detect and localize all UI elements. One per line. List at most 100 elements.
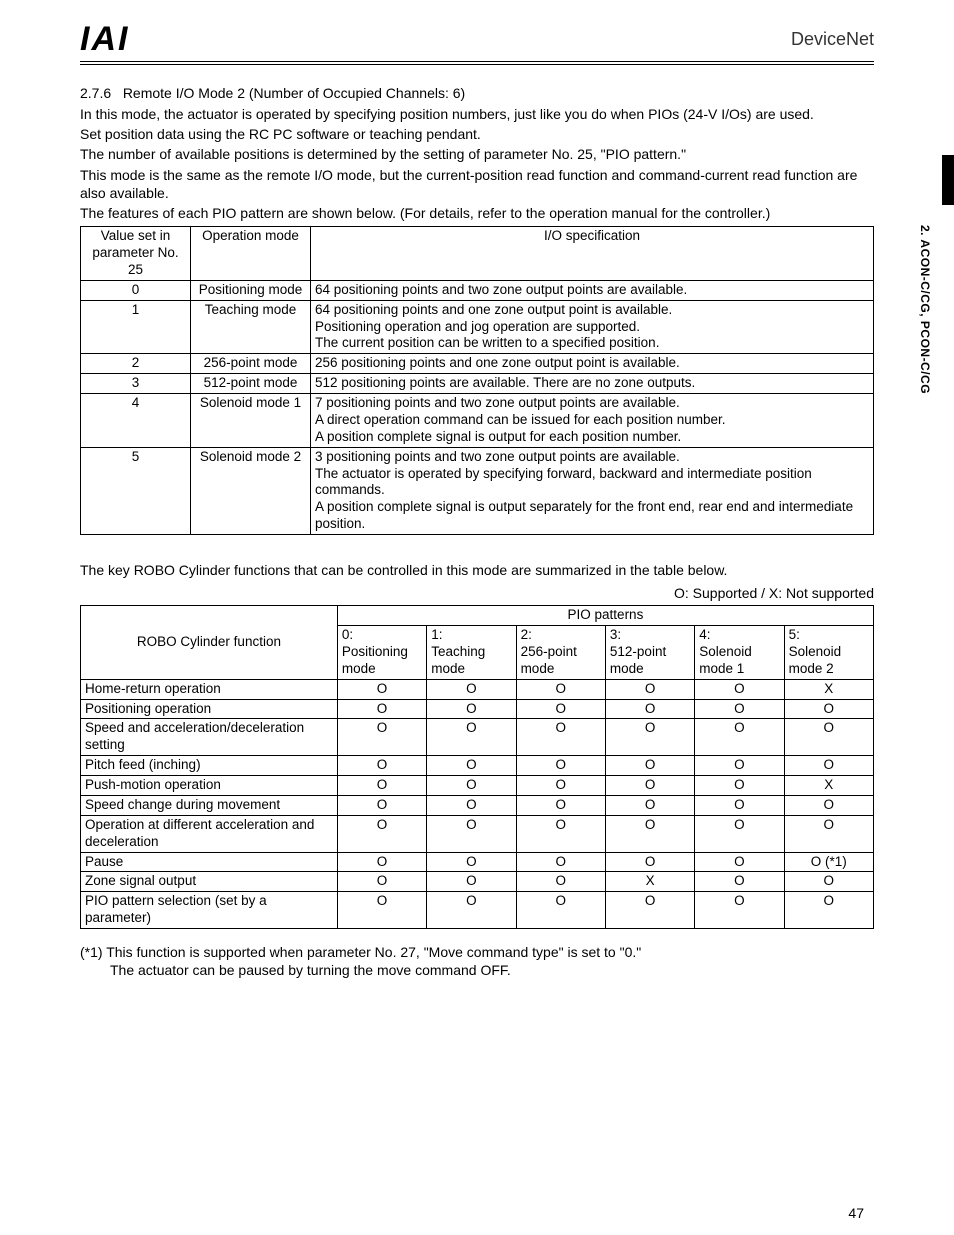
intro-p2: Set position data using the RC PC softwa… bbox=[80, 125, 874, 143]
table-cell: O bbox=[605, 795, 694, 815]
table-cell: O bbox=[427, 852, 516, 872]
table-cell: Solenoid mode 2 bbox=[191, 447, 311, 534]
section-heading: 2.7.6 Remote I/O Mode 2 (Number of Occup… bbox=[80, 85, 874, 101]
table-cell: O bbox=[784, 795, 873, 815]
intro-p3: The number of available positions is det… bbox=[80, 145, 874, 163]
table-cell: O bbox=[337, 699, 426, 719]
table-cell: 512 positioning points are available. Th… bbox=[311, 374, 874, 394]
table-cell: O bbox=[337, 776, 426, 796]
table-col-header: 1:Teaching mode bbox=[427, 626, 516, 680]
table-cell: Push-motion operation bbox=[81, 776, 338, 796]
table-cell: O bbox=[695, 795, 784, 815]
pio-pattern-table: Value set in parameter No. 25 Operation … bbox=[80, 226, 874, 535]
side-tab: 2. ACON-C/CG, PCON-C/CG bbox=[904, 155, 954, 495]
table-cell: 256-point mode bbox=[191, 354, 311, 374]
table-cell: Speed change during movement bbox=[81, 795, 338, 815]
table-cell: O bbox=[516, 815, 605, 852]
intro-p5: The features of each PIO pattern are sho… bbox=[80, 204, 874, 222]
table-cell: Solenoid mode 1 bbox=[191, 394, 311, 448]
table-cell: O bbox=[337, 852, 426, 872]
table-cell: O bbox=[516, 679, 605, 699]
table-cell: O bbox=[516, 719, 605, 756]
table-cell: 512-point mode bbox=[191, 374, 311, 394]
intro-p1: In this mode, the actuator is operated b… bbox=[80, 105, 874, 123]
table-cell: 5 bbox=[81, 447, 191, 534]
table-cell: 7 positioning points and two zone output… bbox=[311, 394, 874, 448]
table-col-header: 2:256-point mode bbox=[516, 626, 605, 680]
table-cell: 64 positioning points and two zone outpu… bbox=[311, 280, 874, 300]
t1-h3: I/O specification bbox=[311, 227, 874, 281]
table-cell: O bbox=[695, 776, 784, 796]
table-cell: O bbox=[427, 892, 516, 929]
table-cell: O bbox=[427, 776, 516, 796]
table-cell: O bbox=[337, 815, 426, 852]
table-cell: O bbox=[695, 892, 784, 929]
table-cell: O bbox=[427, 699, 516, 719]
table-cell: O bbox=[695, 756, 784, 776]
table-cell: O bbox=[605, 679, 694, 699]
table-cell: O (*1) bbox=[784, 852, 873, 872]
table-cell: O bbox=[695, 852, 784, 872]
table-cell: O bbox=[695, 872, 784, 892]
table-cell: O bbox=[516, 852, 605, 872]
side-tab-text: 2. ACON-C/CG, PCON-C/CG bbox=[918, 225, 932, 394]
table-cell: O bbox=[337, 795, 426, 815]
table-cell: Speed and acceleration/deceleration sett… bbox=[81, 719, 338, 756]
t1-h1: Value set in parameter No. 25 bbox=[81, 227, 191, 281]
table-cell: X bbox=[784, 776, 873, 796]
table-cell: Pause bbox=[81, 852, 338, 872]
section-title-text: Remote I/O Mode 2 (Number of Occupied Ch… bbox=[123, 85, 465, 101]
table-cell: O bbox=[605, 719, 694, 756]
table-cell: O bbox=[605, 815, 694, 852]
table-cell: O bbox=[605, 776, 694, 796]
table-cell: O bbox=[516, 756, 605, 776]
table-cell: O bbox=[605, 756, 694, 776]
table-cell: Operation at different acceleration and … bbox=[81, 815, 338, 852]
mid-paragraph: The key ROBO Cylinder functions that can… bbox=[80, 561, 874, 579]
footnote-l1: (*1) This function is supported when par… bbox=[80, 943, 874, 961]
table-cell: X bbox=[605, 872, 694, 892]
table-cell: Zone signal output bbox=[81, 872, 338, 892]
table-col-header: 3:512-point mode bbox=[605, 626, 694, 680]
table-cell: O bbox=[695, 815, 784, 852]
t2-pio-header: PIO patterns bbox=[337, 606, 873, 626]
table-cell: O bbox=[605, 892, 694, 929]
table-col-header: 5:Solenoid mode 2 bbox=[784, 626, 873, 680]
table-cell: 2 bbox=[81, 354, 191, 374]
section-number: 2.7.6 bbox=[80, 85, 111, 101]
table-cell: O bbox=[427, 815, 516, 852]
table-cell: O bbox=[784, 815, 873, 852]
table-cell: 64 positioning points and one zone outpu… bbox=[311, 300, 874, 354]
table-cell: O bbox=[784, 872, 873, 892]
table-cell: O bbox=[516, 892, 605, 929]
table-cell: O bbox=[427, 872, 516, 892]
table-cell: 4 bbox=[81, 394, 191, 448]
table-cell: O bbox=[516, 776, 605, 796]
table-cell: O bbox=[337, 679, 426, 699]
table-cell: O bbox=[784, 756, 873, 776]
table-cell: O bbox=[337, 756, 426, 776]
intro-p4: This mode is the same as the remote I/O … bbox=[80, 166, 874, 202]
table-cell: O bbox=[695, 679, 784, 699]
table-cell: 3 bbox=[81, 374, 191, 394]
table-cell: O bbox=[605, 699, 694, 719]
table-cell: O bbox=[695, 719, 784, 756]
table-cell: 0 bbox=[81, 280, 191, 300]
table-cell: Pitch feed (inching) bbox=[81, 756, 338, 776]
brand-text: DeviceNet bbox=[791, 29, 874, 50]
table-cell: O bbox=[784, 699, 873, 719]
table-cell: O bbox=[784, 892, 873, 929]
footnote-l2: The actuator can be paused by turning th… bbox=[110, 961, 874, 979]
table-col-header: 4:Solenoid mode 1 bbox=[695, 626, 784, 680]
t1-h2: Operation mode bbox=[191, 227, 311, 281]
logo: IAI bbox=[80, 20, 129, 59]
page-content: IAI DeviceNet 2.7.6 Remote I/O Mode 2 (N… bbox=[0, 0, 954, 999]
table-cell: Positioning mode bbox=[191, 280, 311, 300]
table-cell: O bbox=[605, 852, 694, 872]
table-cell: O bbox=[427, 795, 516, 815]
legend-text: O: Supported / X: Not supported bbox=[80, 585, 874, 601]
table-cell: Teaching mode bbox=[191, 300, 311, 354]
page-header: IAI DeviceNet bbox=[80, 20, 874, 65]
table-cell: O bbox=[695, 699, 784, 719]
table-cell: PIO pattern selection (set by a paramete… bbox=[81, 892, 338, 929]
